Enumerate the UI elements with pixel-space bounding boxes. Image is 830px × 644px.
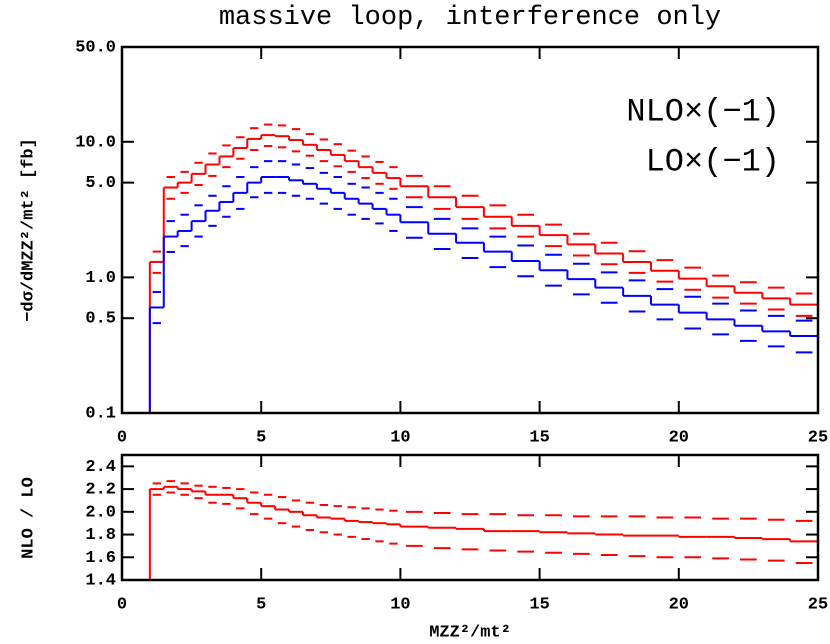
plot-frame — [120, 453, 820, 582]
x-tick-label: 0 — [117, 428, 127, 447]
x-tick-label: 5 — [256, 428, 266, 447]
y-tick-label: 10.0 — [75, 133, 116, 152]
chart-title: massive loop, interference only — [219, 3, 721, 33]
legend-label: NLO×(−1) — [626, 93, 780, 130]
y-tick-label: 50.0 — [75, 38, 116, 57]
y-tick-label: 1.6 — [85, 549, 116, 568]
y-tick-label: 1.0 — [85, 269, 116, 288]
x-tick-label: 20 — [669, 595, 689, 614]
y-tick-label: 1.4 — [85, 571, 116, 590]
y-tick-label: 1.8 — [85, 526, 116, 545]
plot-frame — [120, 45, 820, 415]
x-tick-label: 20 — [669, 428, 689, 447]
legend-label: LO×(−1) — [646, 143, 780, 180]
x-tick-label: 25 — [808, 595, 828, 614]
y-tick-label: 2.4 — [85, 458, 116, 477]
x-tick-label: 5 — [256, 595, 266, 614]
y-tick-label: 0.5 — [85, 310, 116, 329]
x-tick-label: 10 — [390, 595, 410, 614]
x-tick-label: 10 — [390, 428, 410, 447]
x-tick-label: 15 — [529, 595, 549, 614]
x-tick-label: 25 — [808, 428, 828, 447]
x-tick-label: 15 — [529, 428, 549, 447]
x-axis-label: MZZ²/mt² — [429, 623, 511, 642]
y-tick-label: 2.0 — [85, 503, 116, 522]
y-tick-label: 5.0 — [85, 174, 116, 193]
y-axis-label: −dσ/dMZZ²/mt² [fb] — [19, 138, 38, 322]
x-tick-label: 0 — [117, 595, 127, 614]
y-tick-label: 0.1 — [85, 404, 116, 423]
y-axis-label: NLO / LO — [19, 477, 38, 559]
y-tick-label: 2.2 — [85, 481, 116, 500]
